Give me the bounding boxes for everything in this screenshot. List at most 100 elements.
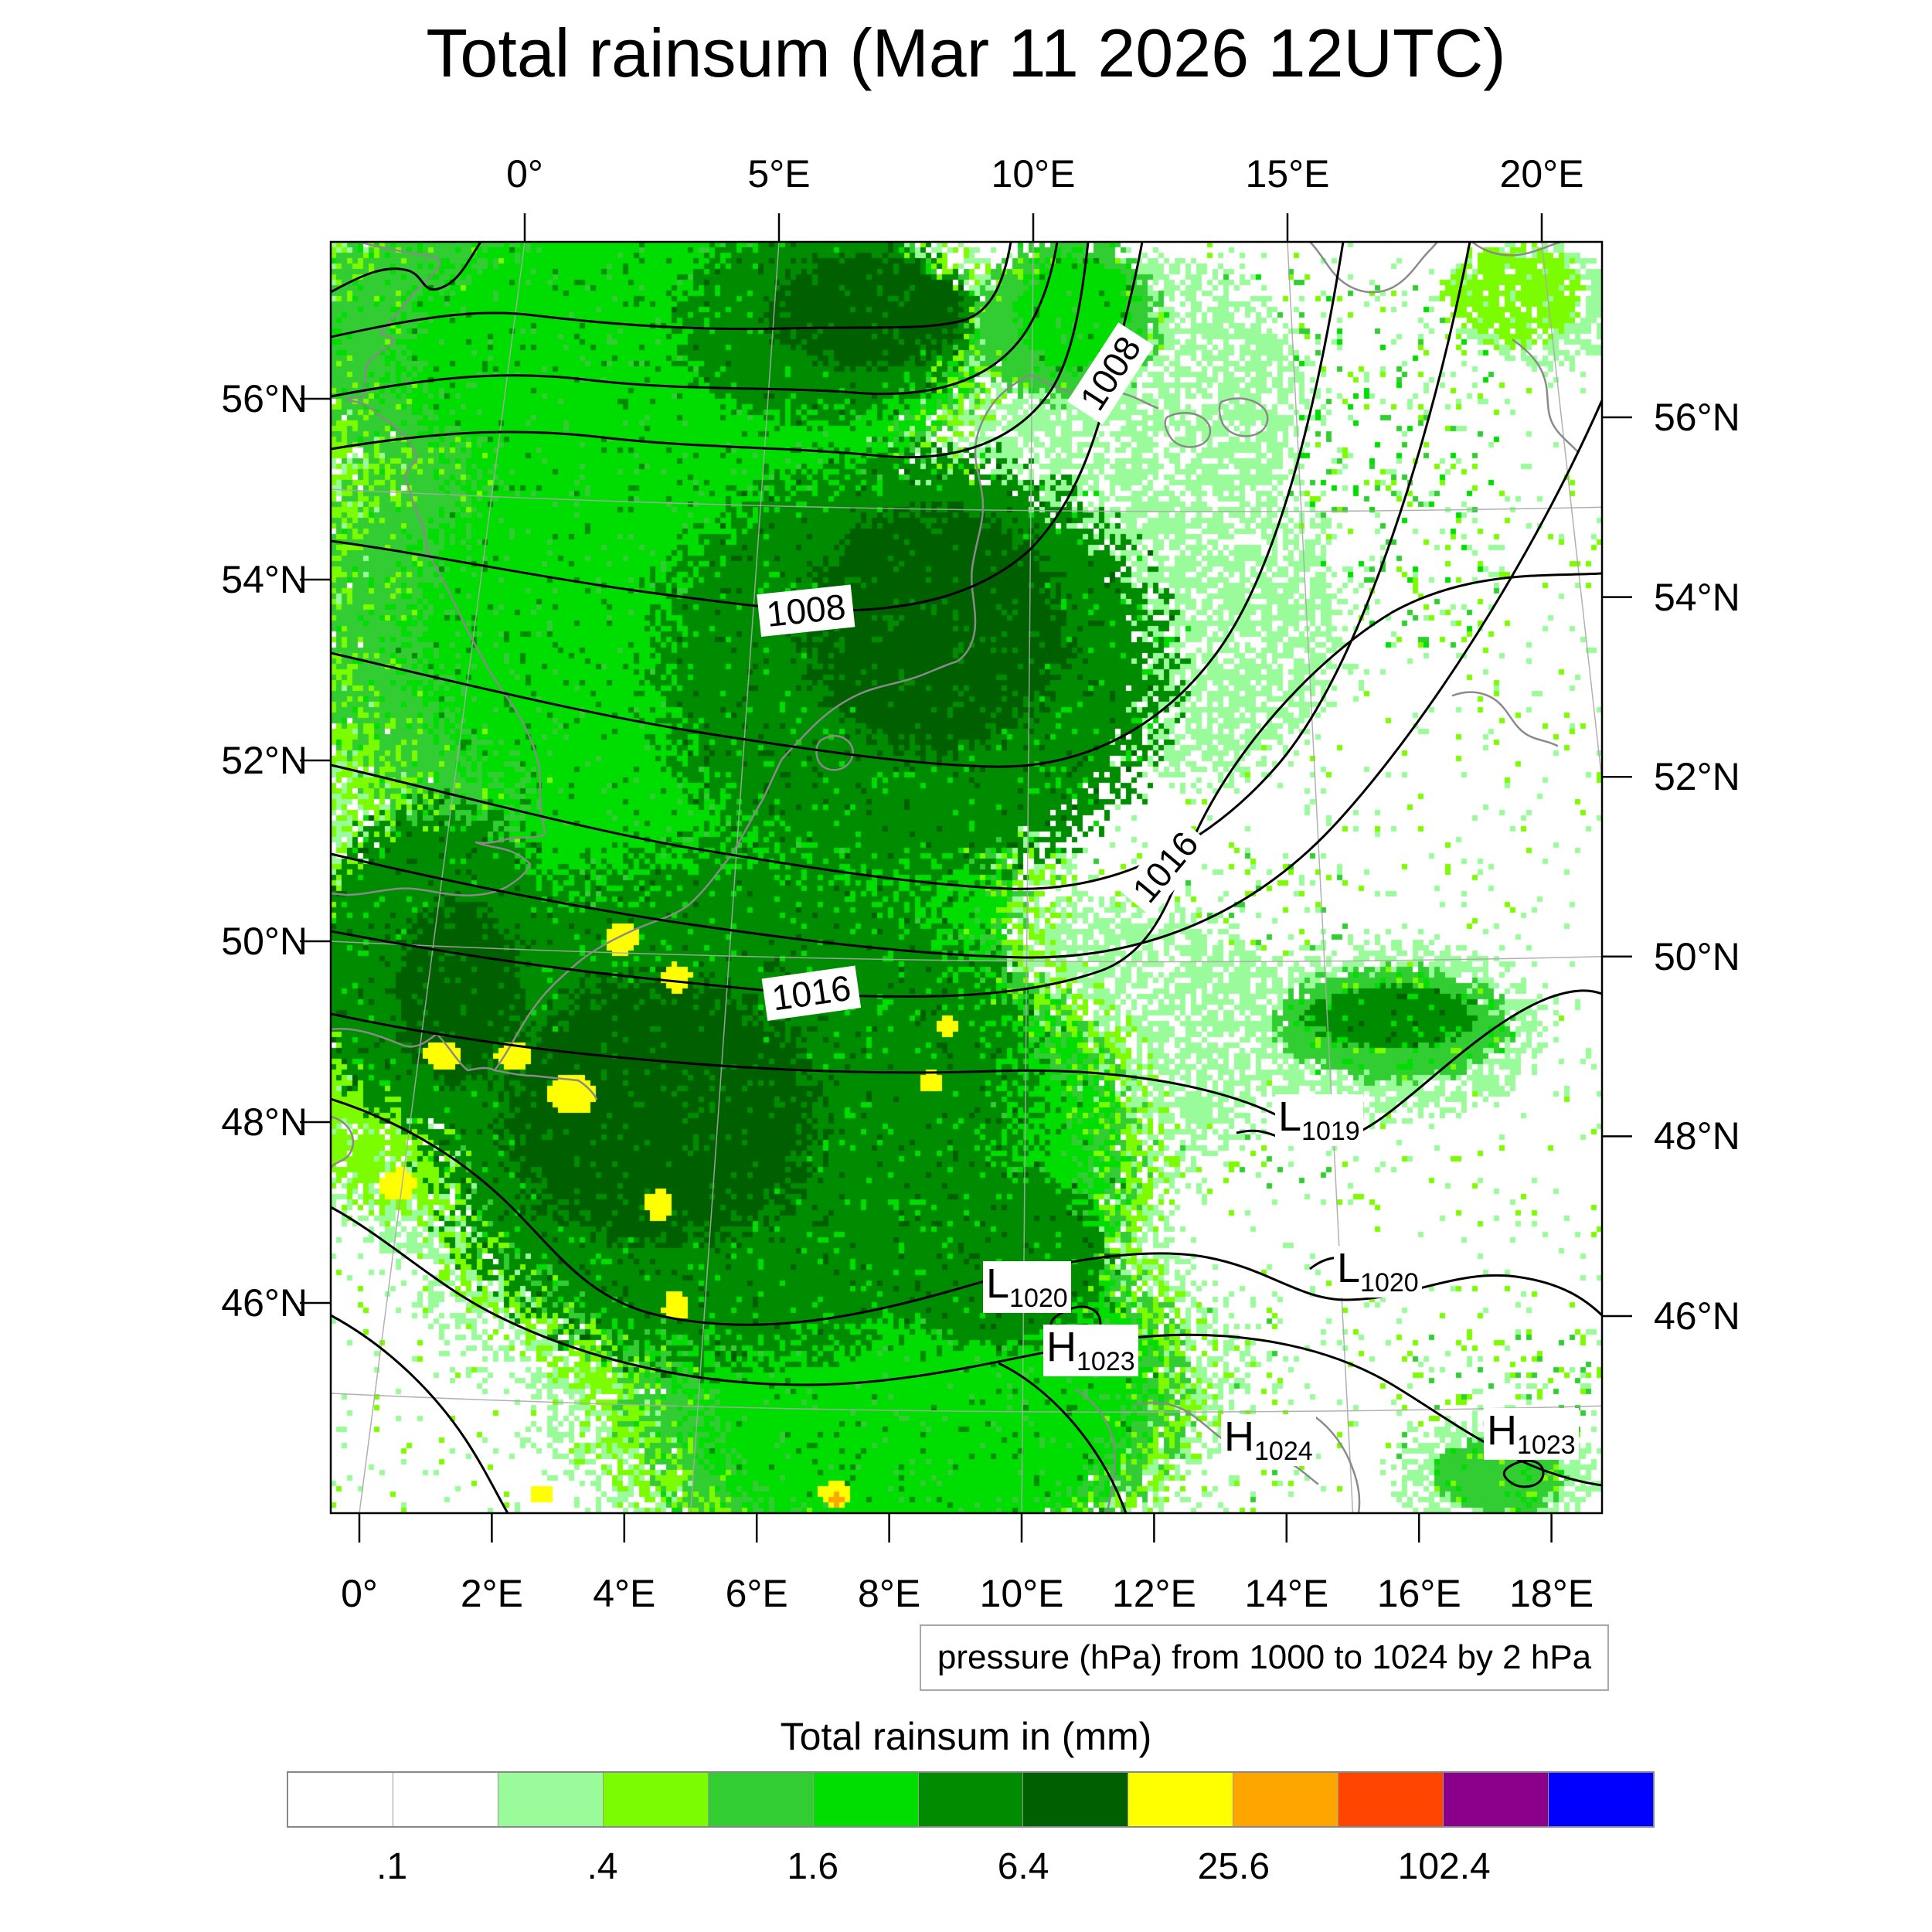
pressure-caption-text: pressure (hPa) from 1000 to 1024 by 2 hP… [937,1638,1592,1676]
legend-cell-7 [1023,1773,1129,1826]
bottom-axis-label: 6°E [725,1572,788,1615]
right-axis-label: 50°N [1654,934,1740,978]
legend-cell-0 [288,1773,393,1826]
bottom-axis-label: 18°E [1509,1572,1594,1615]
top-axis-label: 10°E [991,152,1076,196]
legend-cell-4 [708,1773,814,1826]
left-axis-label: 56°N [221,377,308,420]
bottom-axis-label: 10°E [979,1572,1064,1615]
graticule-meridian [1287,242,1354,1513]
pressure-letter: H [1487,1407,1517,1454]
coastline [1451,691,1559,747]
page-title: Total rainsum (Mar 11 2026 12UTC) [426,15,1506,91]
bottom-axis-label: 14°E [1244,1572,1329,1615]
isobar-1022 [998,1362,1128,1513]
isobar-1000 [331,242,482,294]
pressure-letter: H [1224,1413,1254,1460]
graticule-parallel [331,1393,1602,1413]
legend-label: 6.4 [997,1846,1049,1887]
coastline [331,1028,598,1100]
isobar-1004 [331,242,1059,398]
legend-cell-2 [498,1773,604,1826]
bottom-axis-label: 4°E [593,1572,656,1615]
coastline [1308,242,1439,294]
pressure-letter: L [1278,1094,1302,1140]
isobar-1022 [331,1206,1602,1487]
left-axis-label: 54°N [221,558,308,601]
graticule-meridian [1021,242,1034,1513]
graticule-parallel [331,488,1602,512]
legend-label: .4 [587,1846,618,1887]
coastline [331,242,546,896]
coastline [815,734,854,771]
pressure-center-l1019: L1019 [1275,1094,1363,1146]
isobar-1012 [331,242,1471,890]
pressure-value: 1020 [1009,1284,1068,1313]
top-axis-label: 5°E [747,152,811,196]
legend-label: 25.6 [1197,1846,1270,1887]
legend-cell-1 [393,1773,498,1826]
legend-title: Total rainsum in (mm) [780,1715,1152,1758]
pressure-value: 1019 [1301,1117,1360,1146]
graticule-meridian [1541,242,1602,787]
isobar-1014 [331,400,1602,959]
graticule-parallel [331,940,1602,963]
coastline [331,1115,354,1170]
pressure-center-h1024: H1024 [1221,1414,1316,1466]
isobar-1006 [331,242,1090,459]
coastline [493,660,958,1072]
isobars [331,242,1602,1513]
right-axis-label: 54°N [1654,575,1740,619]
coastline [1218,397,1269,437]
isobar-1002 [331,242,1012,338]
legend-cell-9 [1233,1773,1339,1826]
top-axis-label: 0° [506,152,543,196]
pressure-value: 1023 [1517,1430,1576,1460]
coastline [1512,338,1580,454]
isobar-1010 [331,242,1345,768]
top-axis-label: 15°E [1245,152,1330,196]
pressure-center-l1020: L1020 [1334,1246,1422,1298]
right-axis-label: 52°N [1654,755,1740,799]
pressure-value: 1024 [1254,1437,1313,1466]
pressure-center-l1020: L1020 [983,1261,1071,1313]
left-axis-label: 52°N [221,739,308,782]
pressure-value: 1023 [1077,1347,1135,1376]
bottom-axis-label: 8°E [858,1572,921,1615]
right-axis-label: 48°N [1654,1114,1740,1158]
left-axis-label: 46°N [221,1281,308,1325]
legend-cell-12 [1549,1773,1653,1826]
coastline [955,373,1159,663]
left-axis-label: 50°N [221,920,308,963]
legend-label: 102.4 [1397,1846,1491,1887]
isobar-1018 [331,989,1602,1140]
isobar-1008 [331,242,1144,612]
legend-colorbar [287,1771,1655,1828]
bottom-axis-label: 2°E [460,1572,523,1615]
pressure-letter: H [1046,1324,1077,1370]
left-axis-label: 48°N [221,1100,308,1144]
legend-label: 1.6 [787,1846,839,1887]
graticule-meridian [359,242,526,1513]
legend-cell-6 [918,1773,1024,1826]
coastline [1164,412,1212,448]
legend-cell-11 [1444,1773,1549,1826]
graticule-meridian [689,242,780,1513]
bottom-axis-label: 0° [341,1572,378,1615]
bottom-axis-label: 16°E [1376,1572,1461,1615]
legend-cell-3 [603,1773,709,1826]
bottom-axis-label: 12°E [1111,1572,1196,1615]
isobar-1023 [1502,1459,1545,1488]
rain-field-canvas [331,242,1602,1513]
coastline [1471,242,1563,257]
pressure-caption: pressure (hPa) from 1000 to 1024 by 2 hP… [920,1624,1609,1691]
pressure-letter: L [986,1260,1010,1307]
legend-label: .1 [376,1846,408,1887]
isobar-1024 [331,1314,509,1513]
axis-ticks [300,213,1632,1543]
right-axis-label: 46°N [1654,1294,1740,1338]
isobar-1016 [331,572,1602,998]
coastline [1074,1388,1116,1513]
pressure-letter: L [1337,1245,1361,1291]
